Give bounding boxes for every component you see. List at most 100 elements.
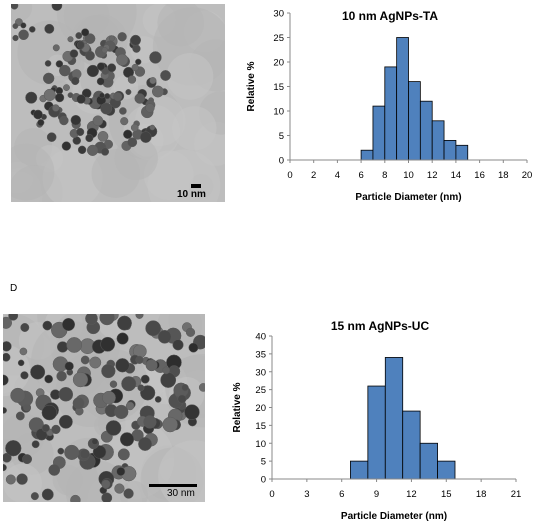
nanoparticle bbox=[121, 376, 136, 391]
nanoparticle bbox=[133, 45, 141, 53]
nanoparticle bbox=[73, 398, 84, 409]
nanoparticle bbox=[85, 314, 97, 325]
nanoparticle bbox=[31, 492, 39, 500]
x-tick-label: 0 bbox=[287, 170, 292, 181]
nanoparticle bbox=[71, 77, 79, 85]
nanoparticle bbox=[52, 425, 61, 434]
nanoparticle bbox=[42, 489, 53, 500]
nanoparticle bbox=[141, 375, 149, 383]
nanoparticle bbox=[17, 474, 28, 485]
nanoparticle bbox=[76, 32, 82, 38]
nanoparticle bbox=[108, 64, 116, 72]
x-tick-label: 8 bbox=[382, 170, 387, 181]
nanoparticle bbox=[136, 356, 144, 364]
nanoparticle bbox=[78, 146, 86, 154]
y-tick-label: 20 bbox=[255, 403, 266, 414]
nanoparticle bbox=[92, 439, 98, 445]
x-tick-label: 15 bbox=[441, 489, 452, 500]
x-tick-label: 14 bbox=[451, 170, 462, 181]
nanoparticle bbox=[132, 64, 139, 71]
chart-title: 15 nm AgNPs-UC bbox=[331, 319, 430, 333]
nanoparticle bbox=[45, 24, 54, 33]
x-tick-label: 2 bbox=[311, 170, 316, 181]
nanoparticle bbox=[47, 133, 56, 142]
nanoparticle bbox=[182, 384, 189, 391]
nanoparticle bbox=[184, 405, 199, 420]
nanoparticle bbox=[32, 441, 39, 448]
nanoparticle bbox=[102, 47, 108, 53]
panel-label-d: D bbox=[10, 283, 17, 294]
nanoparticle bbox=[189, 343, 198, 352]
nanoparticle bbox=[3, 407, 7, 413]
histogram-bar bbox=[385, 67, 397, 160]
nanoparticle bbox=[118, 449, 129, 460]
nanoparticle bbox=[93, 116, 103, 126]
x-tick-label: 10 bbox=[403, 170, 414, 181]
histogram-bar bbox=[432, 121, 444, 160]
nanoparticle bbox=[81, 356, 89, 364]
nanoparticle bbox=[42, 424, 50, 432]
y-tick-label: 5 bbox=[261, 457, 266, 468]
nanoparticle bbox=[6, 475, 15, 484]
nanoparticle bbox=[55, 93, 64, 102]
nanoparticle bbox=[3, 353, 10, 361]
nanoparticle bbox=[140, 132, 151, 143]
x-tick-label: 3 bbox=[304, 489, 309, 500]
nanoparticle bbox=[138, 437, 151, 450]
nanoparticle bbox=[114, 92, 122, 100]
histogram-bar bbox=[438, 461, 455, 479]
nanoparticle bbox=[45, 375, 53, 383]
x-tick-label: 12 bbox=[406, 489, 417, 500]
nanoparticle bbox=[109, 36, 114, 41]
nanoparticle bbox=[59, 116, 68, 125]
nanoparticle bbox=[86, 134, 94, 142]
nanoparticle bbox=[102, 493, 112, 502]
histogram-bottom-svg: 15 nm AgNPs-UC05101520253035400 3 6 9 12 15 18… bbox=[230, 314, 530, 524]
nanoparticle bbox=[20, 348, 27, 355]
x-tick-label: 6 bbox=[358, 170, 363, 181]
nanoparticle bbox=[131, 35, 141, 45]
nanoparticle bbox=[98, 131, 108, 141]
scale-bar-label-top: 10 nm bbox=[177, 189, 206, 200]
nanoparticle bbox=[101, 103, 112, 114]
nanoparticle bbox=[158, 330, 171, 343]
nanoparticle bbox=[110, 381, 117, 388]
nanoparticle bbox=[119, 107, 126, 114]
nanoparticle bbox=[33, 110, 42, 119]
chart-title: 10 nm AgNPs-TA bbox=[342, 9, 438, 23]
nanoparticle bbox=[99, 93, 104, 98]
nanoparticle bbox=[81, 29, 89, 37]
nanoparticle bbox=[67, 337, 82, 352]
histogram-bar bbox=[444, 140, 456, 160]
nanoparticle bbox=[116, 358, 130, 372]
x-axis-label: Particle Diameter (nm) bbox=[355, 192, 461, 203]
y-tick-label: 5 bbox=[279, 131, 284, 142]
nanoparticle bbox=[120, 432, 134, 446]
nanoparticle bbox=[104, 93, 110, 99]
nanoparticle bbox=[73, 372, 88, 387]
nanoparticle bbox=[102, 391, 115, 404]
y-tick-label: 0 bbox=[261, 475, 266, 486]
nanoparticle bbox=[135, 93, 145, 103]
nanoparticle bbox=[26, 92, 37, 103]
nanoparticle bbox=[59, 415, 72, 428]
nanoparticle bbox=[135, 59, 141, 65]
nanoparticle bbox=[64, 445, 79, 460]
nanoparticle bbox=[44, 89, 56, 101]
y-tick-label: 25 bbox=[273, 33, 284, 44]
nanoparticle bbox=[146, 321, 161, 336]
nanoparticle bbox=[117, 467, 125, 475]
nanoparticle bbox=[21, 323, 29, 331]
nanoparticle bbox=[57, 342, 68, 353]
histogram-bar bbox=[397, 38, 409, 161]
nanoparticle bbox=[21, 372, 29, 380]
x-tick-label: 18 bbox=[498, 170, 509, 181]
nanoparticle bbox=[115, 484, 125, 494]
nanoparticle bbox=[59, 387, 73, 401]
nanoparticle bbox=[30, 365, 44, 379]
nanoparticle bbox=[138, 385, 144, 391]
x-tick-label: 0 bbox=[269, 489, 274, 500]
nanoparticle bbox=[85, 51, 94, 60]
x-axis-label: Particle Diameter (nm) bbox=[341, 511, 447, 522]
nanoparticle bbox=[106, 420, 121, 435]
